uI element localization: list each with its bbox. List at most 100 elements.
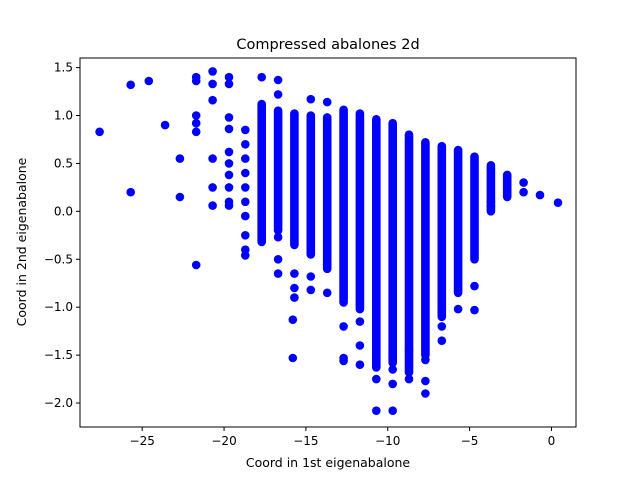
data-point-60 <box>355 341 365 350</box>
data-point-74 <box>437 322 447 331</box>
data-point-44 <box>273 269 283 278</box>
data-points <box>95 67 563 416</box>
y-tick-label-7: 1.5 <box>54 61 73 75</box>
data-point-8 <box>191 76 201 86</box>
y-tick-label-1: −1.5 <box>44 348 73 362</box>
data-point-41 <box>273 90 283 99</box>
y-tick-label-4: 0.0 <box>54 204 73 218</box>
data-point-71 <box>421 355 430 365</box>
data-point-83 <box>535 190 545 200</box>
data-point-30 <box>241 140 250 149</box>
data-point-13 <box>208 67 217 76</box>
data-point-76 <box>453 304 463 314</box>
data-point-61 <box>355 360 365 370</box>
y-tick-label-5: 0.5 <box>54 156 73 170</box>
data-point-38 <box>241 251 250 260</box>
point-column-3 <box>306 111 316 259</box>
data-point-39 <box>257 72 267 82</box>
point-column-0 <box>257 99 266 247</box>
point-column-12 <box>453 145 463 298</box>
data-point-20 <box>224 79 234 89</box>
data-point-6 <box>175 192 185 202</box>
data-point-69 <box>404 346 414 355</box>
data-point-84 <box>553 198 563 207</box>
data-point-51 <box>306 272 316 281</box>
data-point-72 <box>421 376 430 386</box>
data-point-25 <box>224 170 234 180</box>
data-point-22 <box>224 124 234 134</box>
data-point-46 <box>288 353 298 363</box>
x-tick-label-4: −5 <box>461 434 479 448</box>
data-point-65 <box>388 350 398 360</box>
data-point-77 <box>470 281 479 291</box>
data-point-4 <box>160 120 170 130</box>
y-tick-label-2: −1.0 <box>44 300 73 314</box>
x-axis-ticks: −25 −20 −15 −10 −5 0 <box>130 427 556 448</box>
data-point-28 <box>224 201 234 210</box>
point-column-13 <box>470 152 479 264</box>
point-column-11 <box>437 141 447 322</box>
data-point-68 <box>388 406 398 416</box>
data-point-48 <box>290 283 299 293</box>
data-point-35 <box>241 211 250 221</box>
plot-frame <box>79 57 577 428</box>
data-point-32 <box>241 168 250 178</box>
data-point-18 <box>208 201 217 210</box>
data-point-53 <box>322 97 332 107</box>
data-point-47 <box>290 269 299 278</box>
data-point-49 <box>290 293 299 302</box>
point-column-10 <box>421 138 430 360</box>
x-tick-label-1: −20 <box>211 434 236 448</box>
data-point-78 <box>470 305 479 315</box>
data-point-29 <box>241 125 250 135</box>
point-column-15 <box>502 170 512 202</box>
data-point-67 <box>388 379 398 389</box>
data-point-12 <box>191 260 201 270</box>
data-point-64 <box>372 406 381 416</box>
data-point-17 <box>208 183 217 192</box>
data-point-15 <box>208 95 217 105</box>
y-axis-label: Coord in 2nd eigenabalone <box>14 157 29 326</box>
data-point-24 <box>224 159 234 168</box>
y-tick-label-3: −0.5 <box>44 252 73 266</box>
x-tick-label-2: −15 <box>293 434 318 448</box>
data-point-50 <box>306 94 316 104</box>
data-point-55 <box>322 259 332 269</box>
data-point-81 <box>519 178 528 187</box>
data-point-34 <box>241 197 250 207</box>
data-point-31 <box>241 154 250 163</box>
data-point-19 <box>224 72 234 82</box>
data-point-56 <box>339 322 348 331</box>
y-axis-ticks: −2.0 −1.5 −1.0 −0.5 0.0 0.5 1.0 1.5 <box>44 61 80 410</box>
data-point-40 <box>273 75 283 85</box>
data-point-52 <box>306 285 316 295</box>
data-point-10 <box>191 118 201 128</box>
x-tick-label-5: 0 <box>548 434 556 448</box>
point-column-6 <box>355 109 365 314</box>
data-point-70 <box>404 374 414 384</box>
data-point-42 <box>273 232 283 242</box>
point-column-2 <box>290 109 299 250</box>
data-point-2 <box>126 187 135 197</box>
data-point-11 <box>191 127 201 137</box>
data-point-1 <box>126 80 135 90</box>
data-point-9 <box>191 111 201 120</box>
x-tick-label-3: −10 <box>375 434 400 448</box>
data-point-73 <box>421 389 430 398</box>
y-tick-label-6: 1.0 <box>54 109 73 123</box>
data-point-62 <box>372 350 381 360</box>
point-column-8 <box>388 118 397 368</box>
x-axis-label: Coord in 1st eigenabalone <box>246 455 411 470</box>
data-point-43 <box>273 254 283 264</box>
data-point-66 <box>388 365 398 374</box>
data-point-26 <box>224 183 234 192</box>
data-point-45 <box>288 315 298 325</box>
data-point-33 <box>241 183 250 192</box>
data-point-59 <box>355 317 365 326</box>
point-column-4 <box>322 113 332 274</box>
data-point-80 <box>486 202 496 211</box>
point-column-5 <box>339 105 348 307</box>
data-point-21 <box>224 113 234 122</box>
